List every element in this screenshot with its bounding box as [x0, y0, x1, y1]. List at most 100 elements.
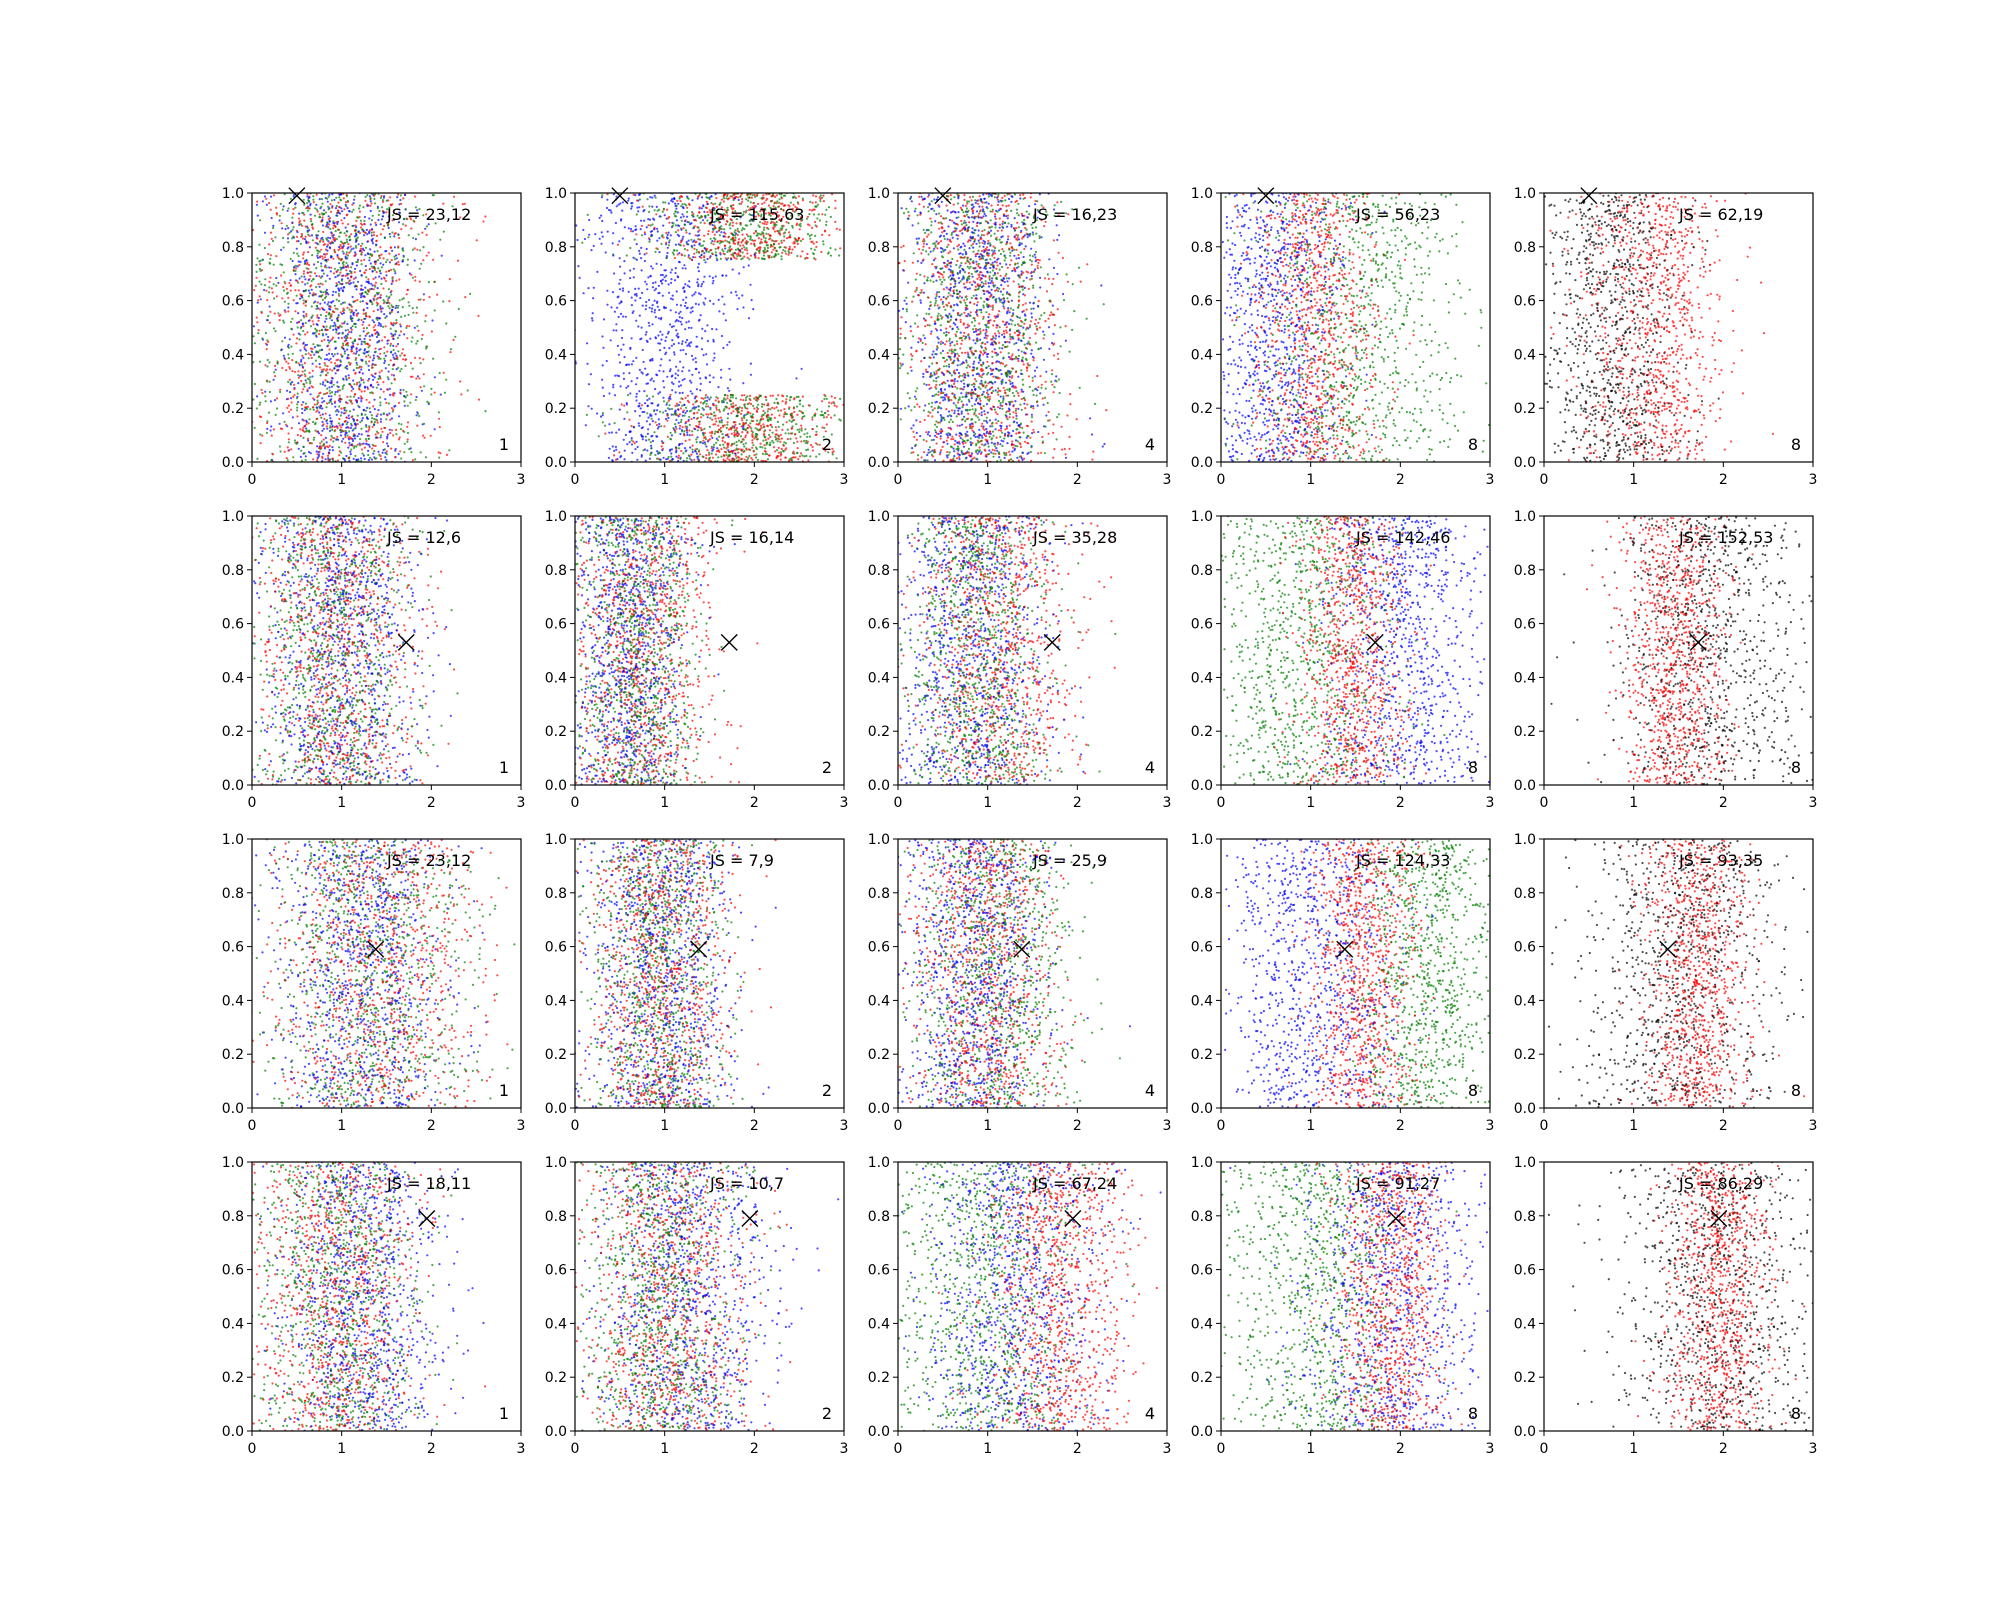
data-point-green	[432, 357, 435, 360]
data-point-green	[784, 432, 787, 435]
data-point-red	[367, 430, 370, 433]
data-point-red	[374, 347, 377, 350]
data-point-green	[769, 408, 772, 411]
data-point-green	[375, 457, 378, 460]
data-point-blue	[346, 333, 349, 336]
data-point-blue	[682, 207, 685, 210]
data-point-green	[346, 230, 349, 233]
data-point-red	[703, 256, 706, 259]
data-point-green	[786, 428, 789, 431]
data-point-green	[282, 236, 285, 240]
data-point-green	[723, 397, 726, 400]
data-point-green	[333, 353, 336, 356]
data-point-blue	[590, 317, 594, 320]
data-point-blue	[651, 267, 654, 270]
data-point-blue	[657, 418, 660, 421]
data-point-green	[782, 194, 786, 197]
axes-frame	[251, 192, 522, 463]
data-point-blue	[375, 223, 378, 227]
data-point-red	[604, 432, 607, 435]
data-point-green	[259, 401, 262, 404]
data-point-red	[684, 439, 687, 442]
data-point-green	[819, 194, 822, 197]
data-point-red	[327, 258, 330, 261]
data-point-red	[289, 284, 292, 287]
data-point-green	[355, 246, 358, 249]
data-point-green	[683, 430, 686, 433]
data-point-green	[286, 459, 289, 462]
data-point-green	[268, 361, 271, 364]
data-point-green	[347, 361, 350, 364]
data-point-red	[388, 302, 391, 305]
data-point-blue	[349, 453, 352, 456]
data-point-red	[331, 369, 334, 372]
data-point-green	[751, 413, 755, 416]
data-point-green	[722, 212, 726, 216]
data-point-red	[275, 255, 278, 258]
data-point-red	[305, 423, 308, 426]
data-point-green	[319, 282, 322, 285]
data-point-green	[401, 306, 404, 309]
data-point-blue	[602, 346, 605, 349]
data-point-blue	[697, 303, 700, 306]
data-point-green	[425, 225, 428, 228]
data-point-green	[743, 228, 746, 231]
data-point-red	[269, 310, 272, 313]
data-point-red	[246, 310, 248, 312]
data-point-blue	[326, 303, 329, 306]
data-point-green	[406, 404, 409, 407]
data-point-red	[850, 448, 852, 450]
data-point-blue	[360, 340, 363, 343]
data-point-red	[360, 448, 364, 451]
data-point-blue	[360, 284, 363, 287]
data-point-blue	[315, 274, 318, 278]
data-point-red	[316, 301, 319, 304]
data-point-red	[321, 455, 324, 458]
data-point-red	[418, 357, 421, 360]
data-point-red	[838, 228, 841, 231]
data-point-red	[421, 333, 424, 336]
data-point-green	[424, 320, 427, 323]
data-point-blue	[627, 290, 630, 293]
data-point-blue	[342, 437, 345, 440]
data-point-blue	[355, 233, 358, 236]
data-point-green	[721, 433, 724, 436]
data-point-green	[302, 383, 305, 386]
data-point-red	[764, 438, 768, 442]
data-point-green	[806, 435, 809, 438]
data-point-green	[344, 429, 347, 433]
data-point-green	[416, 325, 419, 328]
data-point-red	[321, 255, 324, 258]
data-point-red	[707, 413, 710, 416]
data-point-blue	[322, 381, 325, 384]
data-point-red	[297, 289, 300, 292]
data-point-red	[741, 233, 744, 236]
data-point-blue	[299, 297, 302, 300]
data-point-blue	[687, 326, 691, 329]
data-point-blue	[321, 218, 324, 221]
data-point-red	[378, 371, 381, 374]
data-point-red	[269, 208, 272, 211]
data-point-green	[236, 447, 238, 449]
data-point-green	[795, 395, 798, 398]
data-point-blue	[630, 380, 633, 383]
data-point-red	[254, 284, 257, 287]
data-point-red	[726, 433, 729, 436]
data-point-green	[310, 305, 313, 308]
data-point-red	[775, 429, 778, 432]
data-point-blue	[629, 269, 632, 272]
data-point-green	[309, 408, 312, 411]
data-point-red	[409, 361, 413, 365]
data-point-green	[856, 209, 858, 211]
data-point-blue	[345, 454, 348, 458]
data-point-blue	[378, 339, 381, 342]
data-point-blue	[655, 435, 658, 438]
data-point-blue	[698, 242, 701, 245]
data-point-blue	[305, 419, 308, 422]
data-point-blue	[270, 195, 273, 198]
data-point-green	[401, 248, 404, 251]
data-point-blue	[631, 451, 634, 454]
data-point-green	[405, 217, 408, 220]
data-point-red	[771, 245, 774, 248]
data-point-red	[336, 369, 339, 372]
